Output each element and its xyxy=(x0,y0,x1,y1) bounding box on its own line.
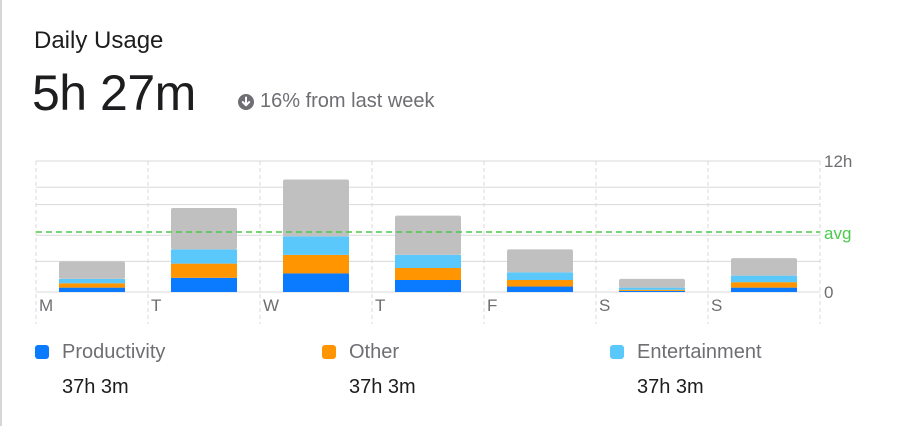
legend-item-other: Other 37h 3m xyxy=(322,338,416,399)
legend-label: Other xyxy=(349,340,400,363)
bar-segment-productivity xyxy=(619,290,685,292)
bar-segment-remaining xyxy=(619,278,685,288)
y-tick-label: 12h xyxy=(824,152,852,171)
bar-segment-productivity xyxy=(731,287,797,292)
bar-segment-entertainment xyxy=(619,287,685,290)
legend-swatch-other xyxy=(322,345,336,359)
bar-segment-productivity xyxy=(171,277,237,292)
x-tick-label: S xyxy=(599,296,610,315)
bar-segment-other xyxy=(59,283,125,288)
x-tick-label: T xyxy=(375,296,385,315)
bar-segment-remaining xyxy=(283,179,349,237)
weekly-change: 16% from last week xyxy=(238,90,435,113)
bar-segment-other xyxy=(731,282,797,288)
legend-value: 37h 3m xyxy=(637,376,704,398)
bar-segment-remaining xyxy=(507,249,573,273)
avg-label: avg xyxy=(824,224,851,243)
x-tick-label: W xyxy=(263,296,279,315)
bar-segment-other xyxy=(171,263,237,278)
x-tick-label: F xyxy=(487,296,497,315)
x-tick-label: S xyxy=(711,296,722,315)
legend-swatch-entertainment xyxy=(610,345,624,359)
bar-segment-entertainment xyxy=(731,275,797,283)
x-tick-label: T xyxy=(151,296,161,315)
y-tick-label: 0 xyxy=(824,283,833,302)
legend-value: 37h 3m xyxy=(349,376,416,398)
bar-segment-entertainment xyxy=(395,254,461,268)
bar-segment-productivity xyxy=(395,279,461,292)
bar-segment-entertainment xyxy=(507,272,573,280)
bar-segment-entertainment xyxy=(171,249,237,264)
legend-item-entertainment: Entertainment 37h 3m xyxy=(610,338,762,399)
bar-segment-other xyxy=(619,289,685,291)
bar-segment-entertainment xyxy=(59,278,125,284)
bar-segment-remaining xyxy=(395,215,461,255)
x-tick-label: M xyxy=(39,296,53,315)
legend-label: Productivity xyxy=(62,340,166,363)
usage-bar-chart: M T W T F S S 12h avg 0 xyxy=(35,152,852,324)
bar-segment-productivity xyxy=(59,287,125,292)
usage-legend: Productivity 37h 3m Other 37h 3m Enterta… xyxy=(2,338,902,418)
card-title: Daily Usage xyxy=(34,27,164,54)
bar-segment-productivity xyxy=(283,273,349,292)
legend-label: Entertainment xyxy=(637,340,762,363)
bar-segment-other xyxy=(395,267,461,280)
legend-swatch-productivity xyxy=(35,345,49,359)
bar-segment-productivity xyxy=(507,286,573,292)
bar-segment-other xyxy=(507,279,573,287)
bar-segment-other xyxy=(283,254,349,274)
bar-segment-remaining xyxy=(731,258,797,276)
weekly-change-text: 16% from last week xyxy=(260,90,435,112)
arrow-down-circle-icon xyxy=(238,93,254,110)
bar-segment-remaining xyxy=(59,261,125,279)
total-usage-value: 5h 27m xyxy=(32,65,196,121)
bar-segment-entertainment xyxy=(283,236,349,255)
bar-segment-remaining xyxy=(171,207,237,250)
legend-value: 37h 3m xyxy=(62,376,129,398)
legend-item-productivity: Productivity 37h 3m xyxy=(35,338,165,399)
